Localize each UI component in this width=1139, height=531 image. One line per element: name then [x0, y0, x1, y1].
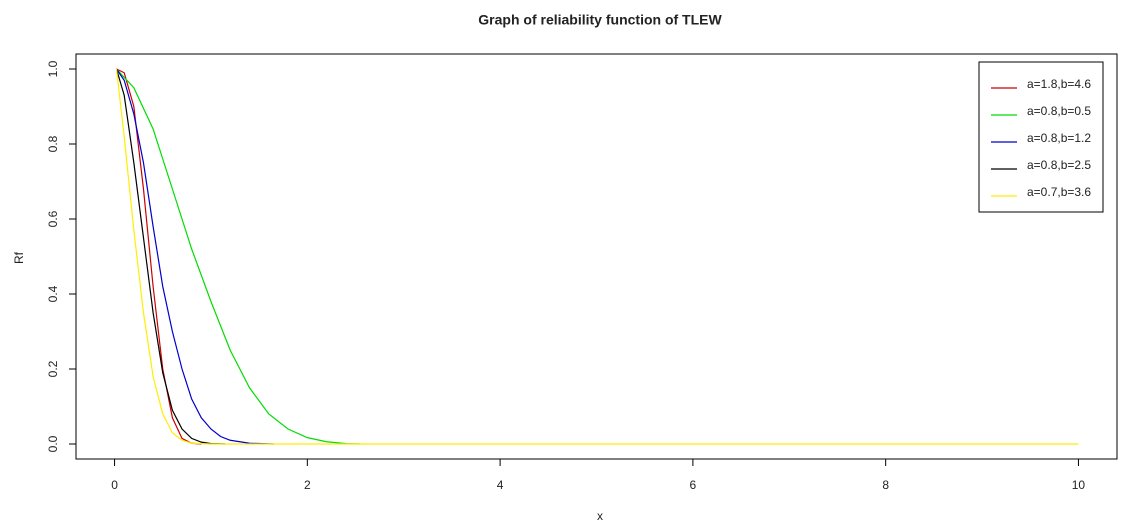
y-tick-label: 0.2	[46, 360, 60, 377]
y-axis-label: Rf	[12, 251, 26, 264]
y-tick-label: 0.8	[46, 135, 60, 152]
chart-title: Graph of reliability function of TLEW	[478, 12, 722, 28]
y-tick-label: 0.0	[46, 435, 60, 452]
series-line	[115, 68, 1079, 445]
x-tick-label: 4	[497, 478, 504, 492]
y-tick-label: 0.4	[46, 285, 60, 302]
plot-frame	[75, 53, 1118, 460]
series-line	[116, 68, 202, 445]
series-line	[116, 68, 361, 445]
series-line	[115, 68, 274, 445]
legend-label: a=0.8,b=2.5	[1027, 158, 1091, 172]
x-tick-label: 10	[1072, 478, 1086, 492]
y-tick-label: 0.6	[46, 210, 60, 227]
series-line	[115, 68, 226, 445]
x-tick-label: 0	[111, 478, 118, 492]
legend-box	[978, 61, 1104, 213]
y-tick-label: 1.0	[46, 60, 60, 77]
legend-label: a=0.7,b=3.6	[1027, 185, 1091, 199]
x-tick-label: 2	[304, 478, 311, 492]
legend-label: a=0.8,b=0.5	[1027, 104, 1091, 118]
legend-label: a=0.8,b=1.2	[1027, 131, 1091, 145]
x-axis-label: x	[597, 509, 603, 523]
x-tick-label: 8	[882, 478, 889, 492]
legend-label: a=1.8,b=4.6	[1027, 77, 1091, 91]
x-tick-label: 6	[690, 478, 697, 492]
